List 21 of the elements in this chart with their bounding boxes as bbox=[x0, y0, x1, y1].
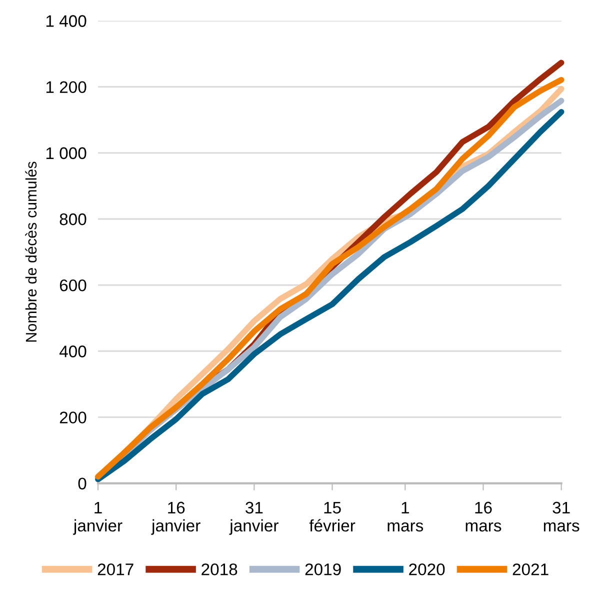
x-tick-label: 1 mars bbox=[388, 502, 424, 532]
legend-label: 2018 bbox=[202, 563, 238, 576]
x-tick-label: 31 mars bbox=[544, 502, 580, 532]
y-tick-label: 1 400 bbox=[46, 15, 86, 27]
x-tick-label: 31 janvier bbox=[229, 502, 278, 535]
legend-label: 2020 bbox=[409, 563, 445, 576]
y-tick-label: 0 bbox=[78, 478, 86, 490]
legend-label: 2017 bbox=[98, 563, 134, 576]
legend-label: 2019 bbox=[305, 563, 341, 576]
y-tick-label: 800 bbox=[60, 213, 86, 226]
y-tick-label: 1 000 bbox=[46, 147, 86, 160]
legend-label: 2021 bbox=[512, 563, 548, 576]
y-axis-title: Nombre de décès cumulés bbox=[25, 162, 37, 342]
y-tick-label: 1 200 bbox=[46, 81, 86, 94]
x-tick-label: 15 février bbox=[309, 502, 356, 532]
y-tick-label: 400 bbox=[59, 346, 86, 358]
x-tick-label: 16 janvier bbox=[151, 502, 200, 535]
y-tick-label: 200 bbox=[60, 412, 86, 424]
x-tick-label: 1 janvier bbox=[73, 502, 122, 535]
y-tick-label: 600 bbox=[60, 279, 86, 292]
x-tick-label: 16 mars bbox=[466, 502, 502, 532]
